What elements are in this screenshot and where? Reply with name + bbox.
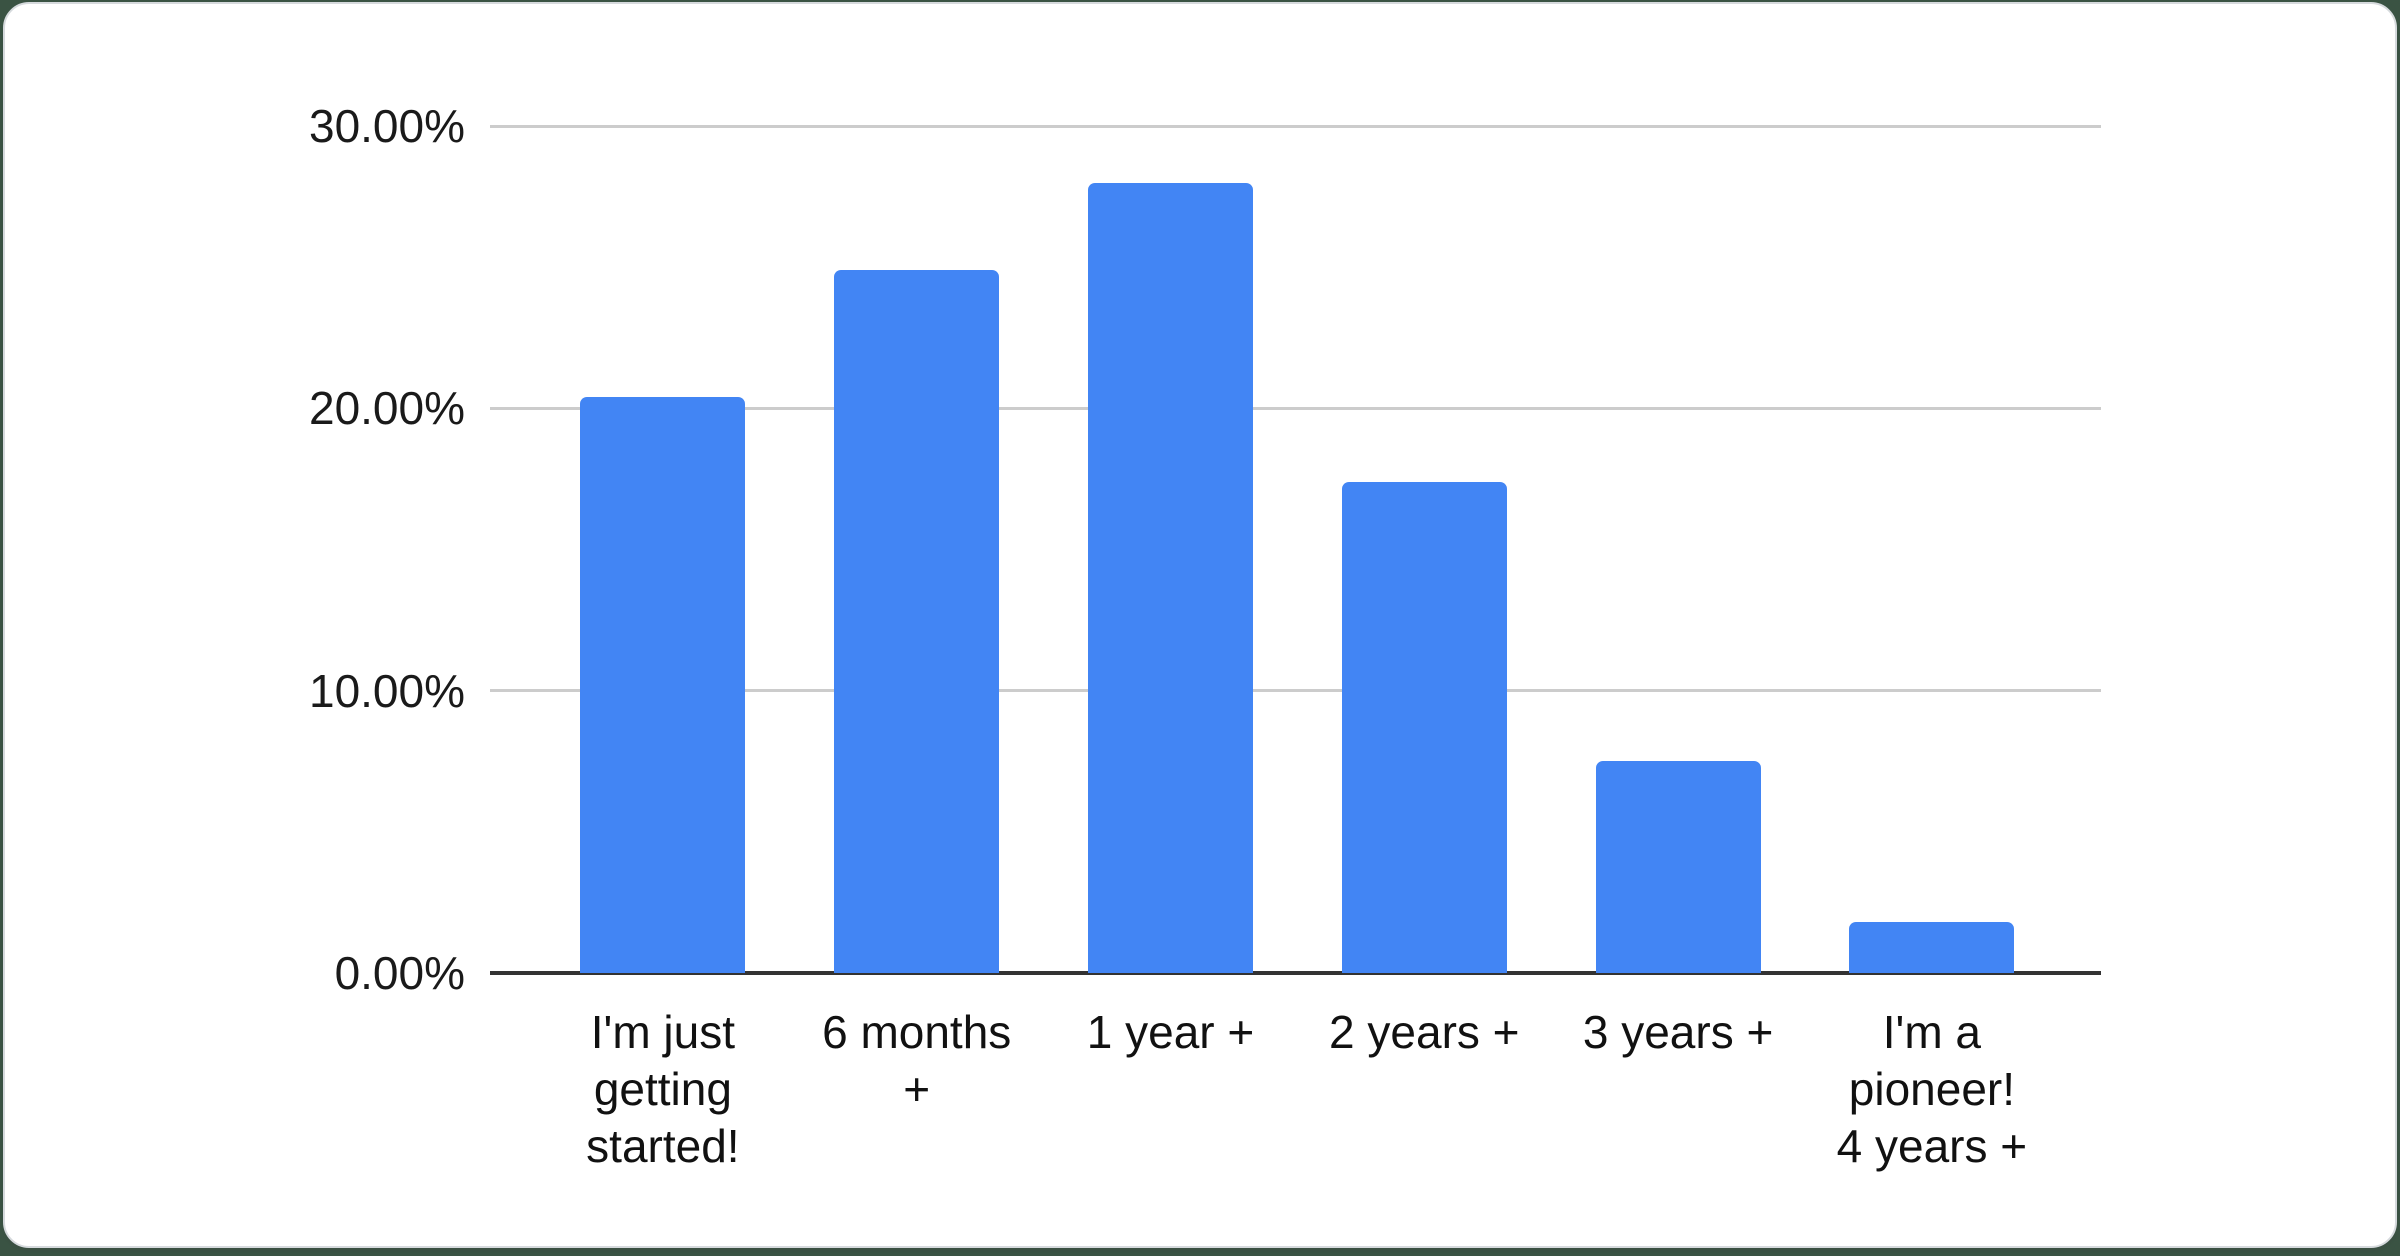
x-axis-label: 6 months + (822, 1006, 1012, 1115)
x-axis-label: I'm just getting started! (586, 1006, 740, 1172)
gridline-20.00% (490, 406, 2101, 410)
bar-i-m-a-pioneer-4-years- (1849, 922, 2014, 973)
x-axis-line (490, 971, 2101, 975)
gridline-10.00% (490, 689, 2101, 693)
bar-i-m-just-getting-started- (580, 397, 745, 973)
x-axis-label: I'm a pioneer! 4 years + (1836, 1006, 2028, 1172)
chart-card: 0.00% 10.00% 20.00% 30.00% I'm just getting… (3, 2, 2397, 1248)
y-axis-label: 30.00% (308, 100, 465, 153)
x-axis-label: 3 years + (1582, 1006, 1774, 1058)
bar-1-year- (1088, 183, 1253, 973)
x-axis-label: 1 year + (1086, 1006, 1255, 1058)
bar-6-months- (834, 270, 999, 973)
y-axis-label: 0.00% (334, 947, 465, 999)
gridline-30.00% (490, 124, 2101, 128)
y-axis-label: 20.00% (308, 382, 465, 435)
bar-3-years- (1596, 761, 1761, 973)
bar-2-years- (1342, 482, 1507, 973)
y-axis-label: 10.00% (308, 664, 465, 717)
x-axis-label: 2 years + (1329, 1006, 1520, 1058)
bar-chart: 0.00% 10.00% 20.00% 30.00% I'm just getting… (5, 4, 2397, 1250)
